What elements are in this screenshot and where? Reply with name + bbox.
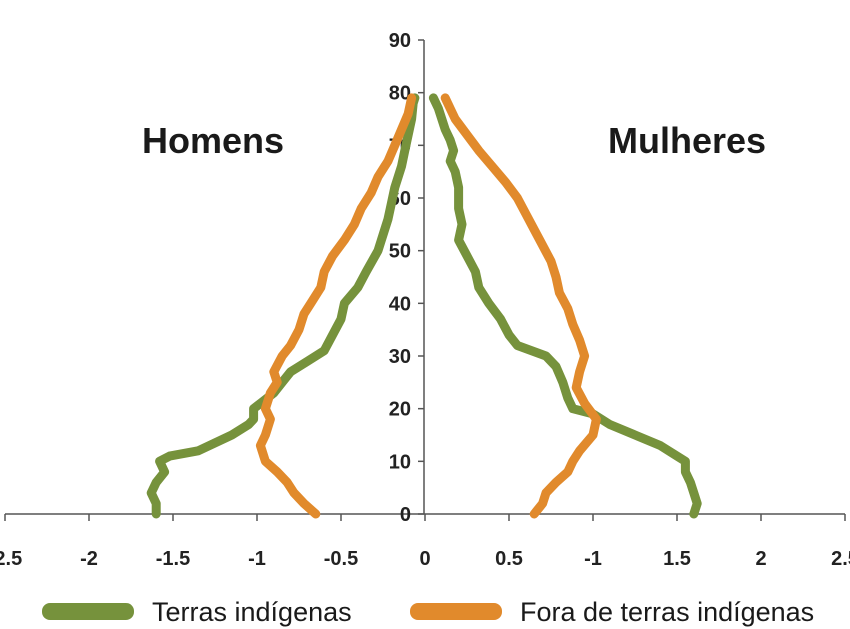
legend-swatch-terras-indigenas — [42, 603, 134, 620]
x-tick-label: 0 — [419, 548, 430, 570]
x-tick-label: 2 — [755, 548, 766, 570]
series-line-terras-indigenas-homens — [146, 93, 420, 519]
x-tick-label: -1 — [584, 548, 602, 570]
x-axis: -2.5 -2 -1.5 -1 -0.5 0 0.5 -1 1.5 2 2.5 — [0, 513, 850, 570]
y-tick-label: 90 — [389, 30, 411, 52]
left-side-label: Homens — [142, 120, 284, 161]
y-tick-label: 40 — [389, 293, 411, 315]
x-tick-label: -2 — [80, 548, 98, 570]
y-tick-label: 80 — [389, 83, 411, 105]
y-tick-label: 30 — [389, 346, 411, 368]
x-tick-label: -2.5 — [0, 548, 22, 570]
y-tick-label: 20 — [389, 399, 411, 421]
x-tick-label: -1 — [248, 548, 266, 570]
x-tick-label: -0.5 — [324, 548, 358, 570]
x-tick-label: 1.5 — [663, 548, 691, 570]
right-side-label: Mulheres — [608, 120, 766, 161]
series-lines — [146, 93, 702, 519]
series-line-fora-de-terras-indigenas-mulheres — [440, 93, 601, 519]
x-tick-label: 2.5 — [831, 548, 850, 570]
series-line-terras-indigenas-mulheres — [428, 93, 702, 519]
legend: Terras indígenas Fora de terras indígena… — [42, 597, 814, 627]
legend-label-fora-de-terras-indigenas: Fora de terras indígenas — [520, 597, 814, 627]
y-tick-label: 10 — [389, 451, 411, 473]
y-tick-label: 50 — [389, 241, 411, 263]
legend-label-terras-indigenas: Terras indígenas — [152, 597, 352, 627]
series-line-fora-de-terras-indigenas-homens — [255, 93, 417, 519]
x-tick-label: -1.5 — [156, 548, 190, 570]
legend-swatch-fora-de-terras-indigenas — [410, 603, 502, 620]
y-tick-label: 0 — [400, 504, 411, 526]
x-tick-label: 0.5 — [495, 548, 523, 570]
